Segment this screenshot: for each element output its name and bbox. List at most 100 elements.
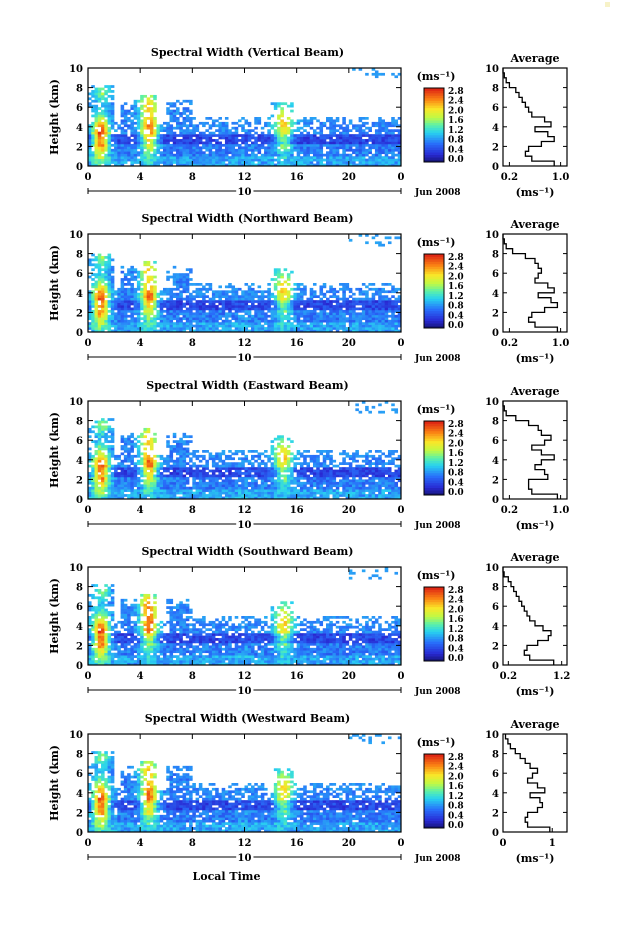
heatmap-cell [355,312,359,316]
heatmap-cell [319,153,324,157]
heatmap-cell [224,300,229,303]
heatmap-cell [257,484,262,488]
heatmap-cell [114,290,118,294]
heatmap-cell [140,287,144,291]
heatmap-cell [345,283,350,286]
heatmap-cell [94,442,99,446]
heatmap-cell [94,87,99,91]
heatmap-cell [140,275,144,279]
heatmap-cell [254,156,258,159]
average-y-tick-label: 0 [492,162,499,173]
heatmap-cell [104,476,108,480]
heatmap-cell [277,148,281,152]
heatmap-cell [117,496,121,500]
heatmap-cell [149,322,154,325]
heatmap-cell [107,119,112,123]
heatmap-cell [283,486,288,490]
heatmap-cell [303,474,307,478]
heatmap-cell [136,270,141,274]
heatmap-cell [264,146,268,150]
heatmap-cell [280,112,284,115]
heatmap-cell [107,290,112,294]
heatmap-cell [218,134,222,137]
heatmap-cell [117,148,121,152]
heatmap-cell [257,307,262,311]
heatmap-cell [306,119,311,123]
heatmap-cell [179,462,183,465]
heatmap-cell [247,309,252,313]
heatmap-cell [153,327,157,330]
heatmap-cell [162,327,167,330]
heatmap-cell [153,156,157,159]
heatmap-cell [342,314,346,318]
heatmap-cell [153,134,157,137]
heatmap-cell [208,496,213,500]
heatmap-cell [130,283,134,286]
heatmap-cell [159,462,164,465]
heatmap-cell [107,324,112,328]
heatmap-cell [123,302,128,306]
heatmap-cell [355,158,359,162]
heatmap-cell [205,161,209,164]
heatmap-cell [117,287,121,291]
heatmap-cell [293,476,297,480]
heatmap-cell [218,290,222,294]
heatmap-cell [237,327,242,330]
heatmap-cell [286,491,291,495]
heatmap-cell [153,494,157,497]
heatmap-cell [221,156,226,159]
heatmap-cell [267,163,271,167]
heatmap-cell [254,141,258,145]
heatmap-cell [130,442,134,446]
heatmap-cell [202,300,206,303]
heatmap-cell [133,270,138,274]
heatmap-cell [202,322,206,325]
heatmap-cell [107,153,112,157]
heatmap-cell [374,161,379,164]
heatmap-cell [176,283,180,286]
heatmap-cell [104,457,108,461]
heatmap-cell [244,481,249,485]
heatmap-cell [104,129,108,132]
heatmap-cell [146,312,151,316]
heatmap-cell [189,119,193,123]
heatmap-cell [127,329,131,333]
heatmap-cell [143,163,147,167]
heatmap-cell [133,464,138,468]
heatmap-cell [91,314,95,318]
heatmap-cell [176,491,180,495]
heatmap-cell [130,285,134,289]
heatmap-cell [257,136,262,140]
heatmap-cell [339,126,343,130]
heatmap-cell [264,163,268,167]
heatmap-cell [91,258,95,262]
heatmap-cell [140,442,144,446]
heatmap-cell [374,292,379,296]
heatmap-cell [361,329,366,333]
heatmap-cell [211,300,216,303]
heatmap-cell [234,327,239,330]
heatmap-cell [182,285,187,289]
heatmap-cell [345,134,350,137]
heatmap-cell [133,109,138,113]
heatmap-cell [88,124,92,128]
heatmap-cell [91,302,95,306]
heatmap-cell [378,163,382,167]
heatmap-cell [88,324,92,328]
heatmap-cell [195,158,200,162]
heatmap-cell [130,494,134,497]
heatmap-cell [159,481,164,485]
heatmap-cell [179,469,183,473]
heatmap-cell [185,467,190,470]
heatmap-cell [101,102,105,106]
heatmap-cell [104,445,108,448]
heatmap-cell [107,464,112,468]
heatmap-cell [153,121,157,125]
heatmap-cell [211,119,216,123]
heatmap-cell [273,104,278,108]
colorbar-tick-label: 1.6 [448,282,464,292]
heatmap-cell [267,305,271,308]
heatmap-cell [303,287,307,291]
heatmap-cell [117,139,121,142]
heatmap-cell [264,476,268,480]
